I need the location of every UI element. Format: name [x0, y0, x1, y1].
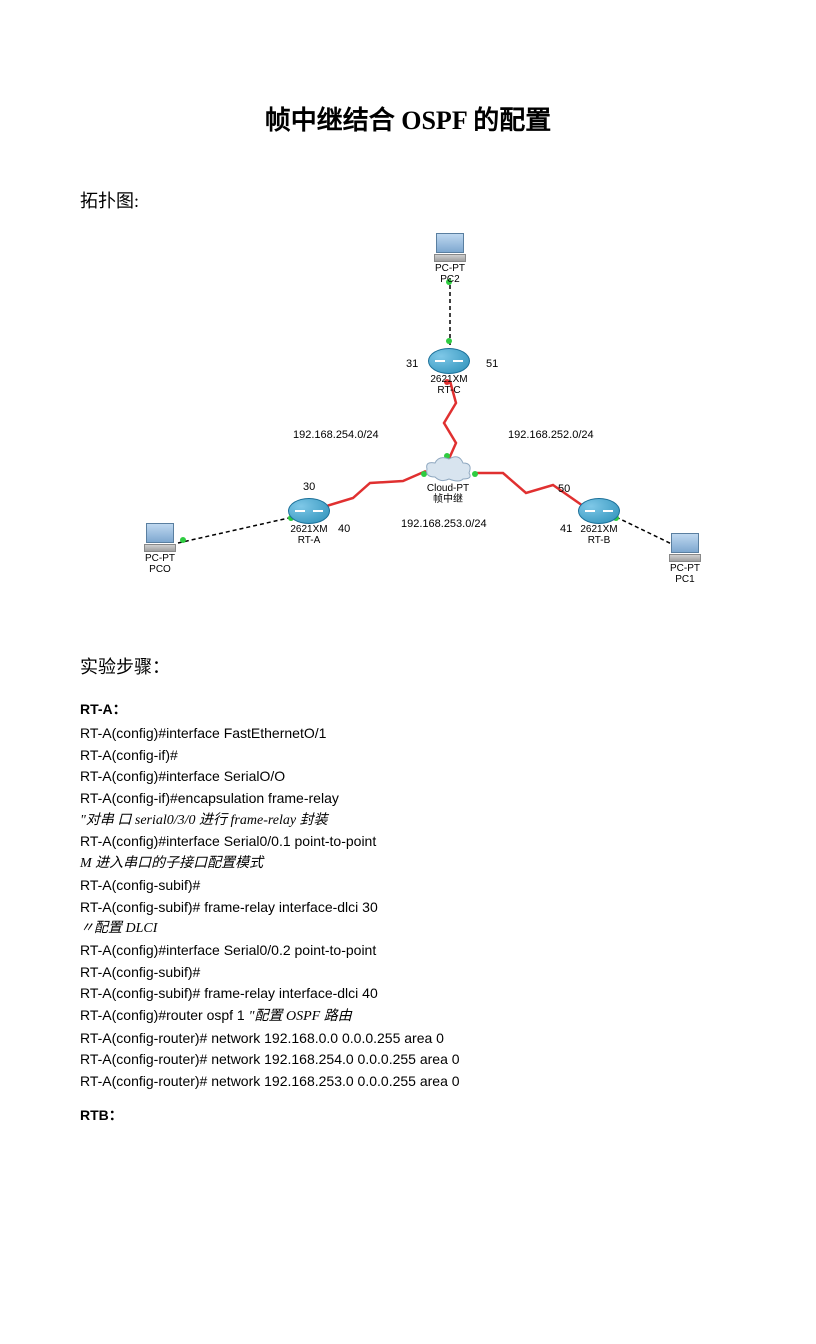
pc-icon	[143, 523, 177, 553]
node-rtb: 2621XM RT-B	[578, 498, 620, 546]
page-title: 帧中继结合 OSPF 的配置	[80, 100, 736, 137]
config-line: 〃配置 DLCI	[80, 918, 736, 940]
config-line: RT-A(config)#interface FastEthernetO/1	[80, 723, 736, 745]
config-line: RT-A(config-router)# network 192.168.0.0…	[80, 1028, 736, 1050]
node-rta: 2621XM RT-A	[288, 498, 330, 546]
router-icon	[288, 498, 330, 524]
config-line: RT-A(config)#router ospf 1 "配置 OSPF 路由	[80, 1005, 736, 1028]
rta-head: RT-A：	[80, 699, 736, 719]
topology-diagram: PC-PT PC2 2621XM RT-C Cloud-PT 帧中继 2621X…	[108, 233, 708, 613]
subnet-ab: 192.168.253.0/24	[401, 518, 487, 530]
config-line: M 进入串口的子接口配置模式	[80, 853, 736, 875]
node-pc2: PC-PT PC2	[433, 233, 467, 285]
config-line: RT-A(config-subif)#	[80, 962, 736, 984]
config-line: RT-A(config)#interface SerialO/O	[80, 766, 736, 788]
subnet-bc: 192.168.252.0/24	[508, 429, 594, 441]
rtb-head: RTB：	[80, 1105, 736, 1125]
router-icon	[428, 348, 470, 374]
config-line: RT-A(config-subif)#	[80, 875, 736, 897]
subnet-ac: 192.168.254.0/24	[293, 429, 379, 441]
pc-icon	[433, 233, 467, 263]
config-line: RT-A(config-router)# network 192.168.253…	[80, 1071, 736, 1093]
router-icon	[578, 498, 620, 524]
config-line: RT-A(config)#interface Serial0/0.2 point…	[80, 940, 736, 962]
dlci-50: 50	[558, 483, 570, 495]
node-cloud: Cloud-PT 帧中继	[423, 455, 473, 505]
node-pc0: PC-PT PCO	[143, 523, 177, 575]
config-line: RT-A(config-router)# network 192.168.254…	[80, 1049, 736, 1071]
config-block: RT-A(config)#interface FastEthernetO/1RT…	[80, 723, 736, 1093]
dlci-31: 31	[406, 358, 418, 370]
dlci-41: 41	[560, 523, 572, 535]
dlci-40: 40	[338, 523, 350, 535]
pc-icon	[668, 533, 702, 563]
config-line: RT-A(config-if)#encapsulation frame-rela…	[80, 788, 736, 810]
steps-label: 实验步骤：	[80, 653, 736, 679]
dlci-30: 30	[303, 481, 315, 493]
node-pc1: PC-PT PC1	[668, 533, 702, 585]
links-layer	[108, 233, 708, 613]
config-line: RT-A(config)#interface Serial0/0.1 point…	[80, 831, 736, 853]
dlci-51: 51	[486, 358, 498, 370]
config-line: "对串 口 serial0/3/0 进行 frame-relay 封装	[80, 810, 736, 832]
config-line: RT-A(config-subif)# frame-relay interfac…	[80, 983, 736, 1005]
topo-label: 拓扑图:	[80, 187, 736, 213]
config-line: RT-A(config-subif)# frame-relay interfac…	[80, 897, 736, 919]
config-line: RT-A(config-if)#	[80, 745, 736, 767]
cloud-icon	[423, 455, 473, 483]
node-rtc: 2621XM RT-C	[428, 348, 470, 396]
